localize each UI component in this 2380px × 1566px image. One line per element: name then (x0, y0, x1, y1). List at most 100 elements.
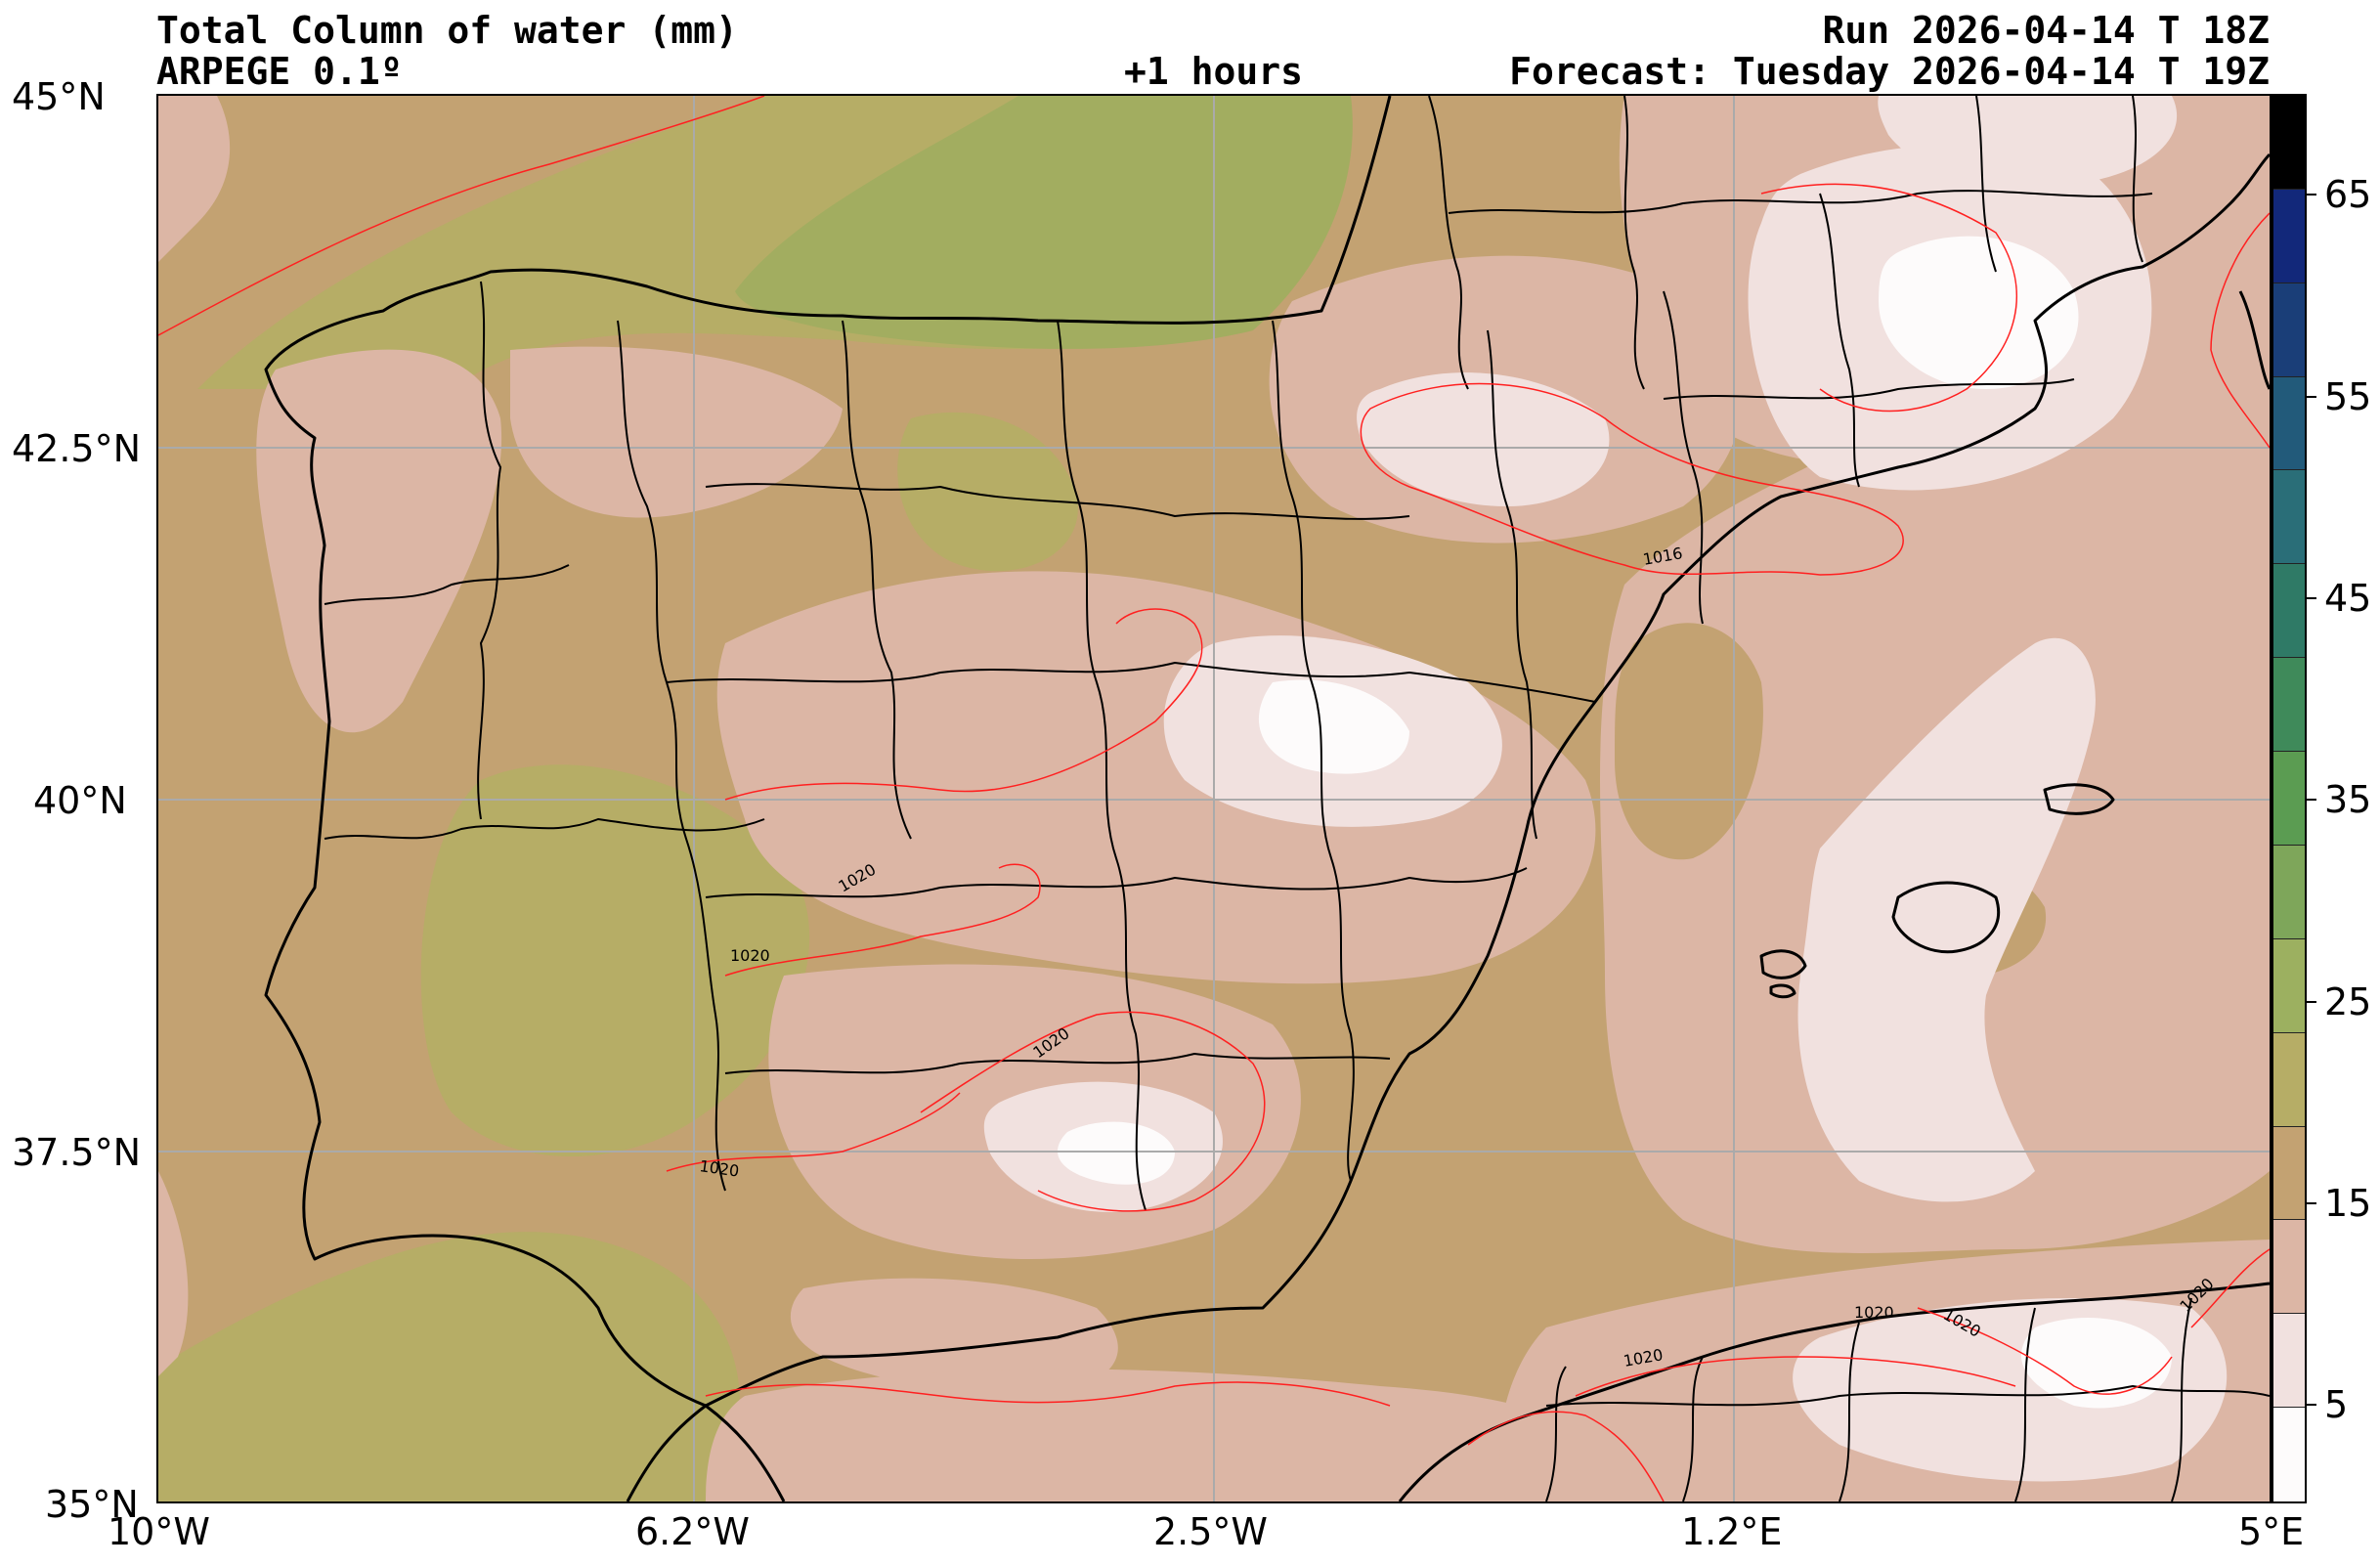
isobar-andalusia-1020 (920, 1011, 1266, 1212)
border-t (2132, 96, 2143, 263)
lat-label-40n: 40°N (33, 779, 127, 822)
colorbar-label: 35 (2324, 778, 2372, 821)
colorbar-tick (2307, 1202, 2316, 1204)
border-c (324, 817, 765, 840)
colorbar-divider (2273, 1031, 2305, 1033)
catalonia-white (1879, 236, 2079, 389)
run-time: Run 2026-04-14 T 18Z (1822, 9, 2270, 52)
colorbar-divider (2273, 375, 2305, 377)
mancha-white (1258, 679, 1409, 774)
isobars (158, 96, 2270, 1501)
atlantic-southwest-olive (158, 1232, 740, 1501)
border-w (1839, 1322, 1860, 1501)
graticule (158, 96, 2270, 1501)
lat-label-42-5n: 42.5°N (12, 427, 142, 470)
border-x (2014, 1307, 2036, 1501)
border-h (1057, 320, 1147, 1211)
colorbar-divider (2273, 844, 2305, 846)
colorbar-divider (2273, 1313, 2305, 1315)
isobar-west-1020 (724, 863, 1041, 977)
colorbar-segment (2273, 1407, 2305, 1501)
colorbar-tick (2307, 194, 2316, 196)
colorbar-segment (2273, 1031, 2305, 1127)
galicia-pink (256, 349, 502, 733)
border-e (705, 483, 1410, 520)
isobar-central-1020 (724, 608, 1203, 801)
colorbar-segment (2273, 188, 2305, 283)
isobar-africa-1020a (1575, 1356, 2016, 1397)
extremadura-olive (420, 764, 810, 1156)
border-l (1487, 329, 1537, 840)
colorbar-label: 15 (2324, 1182, 2372, 1225)
colorbar-tick (2307, 1404, 2316, 1406)
isobar-alboran (705, 1381, 1391, 1407)
border-o (1663, 378, 2075, 400)
green-moisture-areas (735, 96, 1353, 349)
colorbar-segment (2273, 375, 2305, 471)
lat-label-35n: 35°N (45, 1483, 139, 1526)
colorbar-tick (2307, 799, 2316, 801)
border-d (617, 320, 726, 1192)
mallorca (1891, 881, 2001, 954)
border-z (1545, 1384, 2270, 1407)
isobar-north (158, 96, 765, 336)
corsica-edge (2238, 290, 2270, 390)
isobar-label: 1020 (730, 946, 770, 965)
lon-label-2-5w: 2.5°W (1153, 1510, 1269, 1553)
lat-label-37-5n: 37.5°N (12, 1131, 142, 1174)
colorbar-label: 45 (2324, 577, 2372, 620)
colorbar-divider (2273, 937, 2305, 939)
colorbar-divider (2273, 1407, 2305, 1409)
ebro-light (1357, 372, 1610, 506)
border-a (477, 281, 502, 820)
forecast-time: Forecast: Tuesday 2026-04-14 T 19Z (1509, 50, 2270, 93)
isobar-catalonia (1760, 183, 2017, 413)
isobar-ebro-1016 (1360, 382, 1904, 576)
colorbar-label: 65 (2324, 173, 2372, 216)
colorbar-divider (2273, 1219, 2305, 1221)
border-m (1663, 290, 1704, 625)
atlantic-sw-pink (158, 1171, 189, 1376)
lon-label-5e: 5°E (2238, 1510, 2305, 1553)
border-s (1975, 96, 1997, 273)
border-y (2171, 1297, 2192, 1501)
border-f (842, 320, 912, 840)
colorbar-segment (2273, 937, 2305, 1033)
isobar-africa-1020c (2190, 1248, 2270, 1328)
mediterranean-light-band (1797, 637, 2096, 1202)
lon-label-10w: 10°W (108, 1510, 210, 1553)
colorbar-segment (2273, 1125, 2305, 1221)
colorbar-segment (2273, 844, 2305, 939)
model-name: ARPEGE 0.1º (156, 50, 403, 93)
cantabria-pink (510, 346, 843, 518)
border-j (1272, 320, 1355, 1182)
isobar-africa-1020b (1917, 1307, 2173, 1395)
colorbar-divider (2273, 188, 2305, 190)
border-p (1428, 96, 1469, 390)
admin-borders (324, 96, 2270, 1501)
border-v (1682, 1356, 1704, 1501)
lead-time: +1 hours (1124, 50, 1304, 93)
colorbar-divider (2273, 563, 2305, 565)
colorbar-segment (2273, 1219, 2305, 1315)
map-panel[interactable]: 1016 1020 1020 1020 1020 1020 1020 1020 … (156, 94, 2272, 1503)
isobar-south-1020 (666, 1092, 961, 1172)
ibiza (1759, 949, 1807, 979)
colorbar-divider (2273, 1125, 2305, 1127)
biscay-green (735, 96, 1353, 349)
border-i (705, 867, 1528, 898)
colorbar-segment (2273, 563, 2305, 659)
border-n (1819, 193, 1860, 488)
colorbar-tick (2307, 597, 2316, 599)
colorbar-tick (2307, 1001, 2316, 1003)
menorca (2043, 783, 2115, 815)
colorbar-segment (2273, 282, 2305, 377)
iberia-coastline (264, 96, 2270, 1408)
isobar-east (2210, 212, 2270, 449)
colorbar-segment (2273, 469, 2305, 565)
colorbar-divider (2273, 751, 2305, 753)
colorbar-tick (2307, 396, 2316, 398)
colorbar-label: 55 (2324, 375, 2372, 418)
colorbar-segment (2273, 1313, 2305, 1409)
colorbar-label: 25 (2324, 980, 2372, 1023)
